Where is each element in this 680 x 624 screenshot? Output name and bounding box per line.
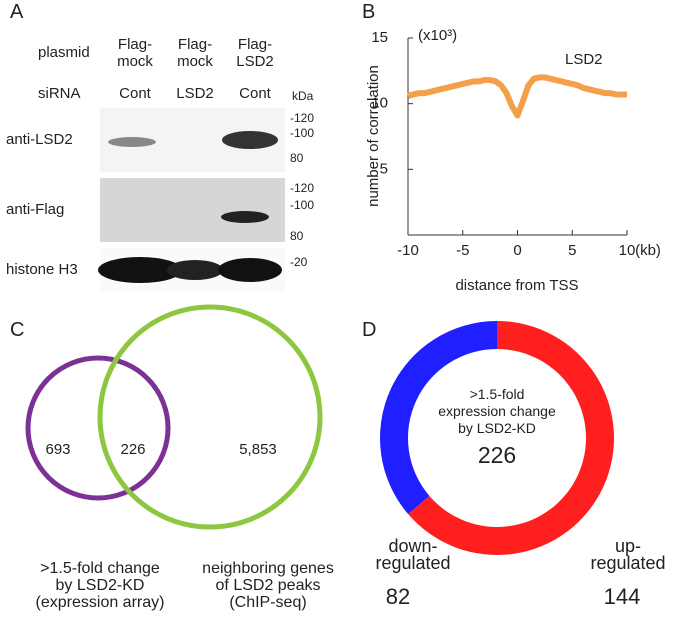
series-label: LSD2 xyxy=(565,51,603,68)
panel-label: A xyxy=(10,1,24,23)
x-axis-title: distance from TSS xyxy=(455,277,578,294)
marker-label: -100 xyxy=(290,126,315,140)
venn-count: 5,853 xyxy=(239,441,277,458)
blot-row-label: histone H3 xyxy=(6,261,78,278)
category-label: down- regulated xyxy=(375,536,451,573)
x-tick-label: -5 xyxy=(456,242,469,259)
x-unit-label: (kb) xyxy=(635,242,661,259)
x-tick-label: 0 xyxy=(513,242,521,259)
blot-row-label: anti-Flag xyxy=(6,201,65,218)
category-label: up- regulated xyxy=(590,536,666,573)
unit-label: kDa xyxy=(292,89,314,103)
row-label: siRNA xyxy=(38,85,81,102)
venn-circle xyxy=(97,304,323,530)
lane-label: Cont xyxy=(239,85,271,102)
lane-label: LSD2 xyxy=(176,85,214,102)
band xyxy=(218,258,282,282)
value-label: 82 xyxy=(385,584,411,609)
center-label: >1.5-fold expression change by LSD2-KD xyxy=(438,386,556,436)
panel-label: C xyxy=(10,319,25,341)
blot-row-label: anti-LSD2 xyxy=(6,131,73,148)
y-unit-label: (x10³) xyxy=(418,27,457,44)
panel-label: B xyxy=(362,1,376,23)
venn-circle xyxy=(25,355,171,501)
marker-label: 80 xyxy=(290,151,304,165)
y-axis-title: number of correlation xyxy=(365,65,382,207)
value-label: 144 xyxy=(603,584,641,609)
band xyxy=(221,211,269,223)
line-series xyxy=(407,74,627,119)
band xyxy=(222,131,278,149)
band xyxy=(108,137,156,147)
venn-count: 693 xyxy=(45,441,70,458)
marker-label: -100 xyxy=(290,198,315,212)
marker-label: -120 xyxy=(290,181,315,195)
marker-label: -20 xyxy=(290,255,308,269)
y-tick-label: 15 xyxy=(371,29,388,46)
blot-image xyxy=(100,178,285,242)
row-label: plasmid xyxy=(38,44,90,61)
panel-label: D xyxy=(362,319,377,341)
lane-label: Cont xyxy=(119,85,151,102)
y-tick-label: 10 xyxy=(371,95,388,112)
marker-label: 80 xyxy=(290,229,304,243)
set-label: >1.5-fold change by LSD2-KD (expression … xyxy=(35,560,165,611)
venn-count: 226 xyxy=(120,441,145,458)
blot-images xyxy=(98,108,285,292)
lane-label: Flag- mock xyxy=(117,36,153,70)
donut-segment xyxy=(380,321,497,515)
lane-label: Flag- LSD2 xyxy=(236,36,274,70)
x-tick-label: 10 xyxy=(619,242,636,259)
marker-label: -120 xyxy=(290,111,315,125)
lane-label: Flag- mock xyxy=(177,36,213,70)
band xyxy=(167,260,223,280)
donut-segment xyxy=(408,321,614,555)
center-total: 226 xyxy=(477,442,517,468)
set-label: neighboring genes of LSD2 peaks (ChIP-se… xyxy=(202,560,334,611)
y-tick-label: 5 xyxy=(380,160,388,177)
x-tick-label: 5 xyxy=(568,242,576,259)
x-tick-label: -10 xyxy=(397,242,419,259)
band xyxy=(98,257,182,283)
